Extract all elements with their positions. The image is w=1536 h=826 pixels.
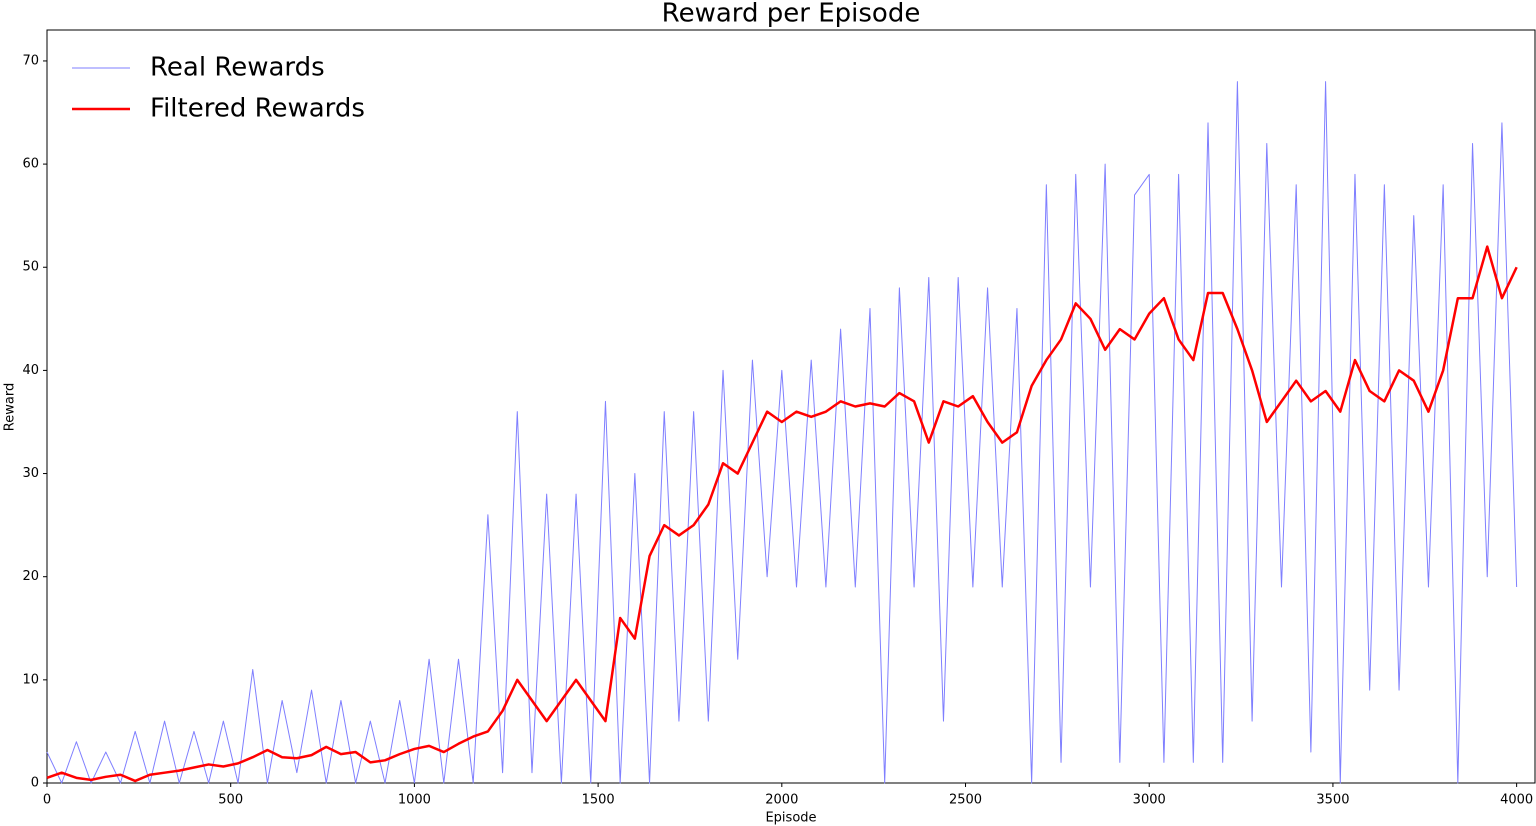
- x-tick-label: 3500: [1316, 793, 1349, 808]
- y-tick-label: 50: [22, 260, 39, 275]
- y-axis-label: Reward: [3, 383, 18, 431]
- plot-frame: [46, 29, 1536, 784]
- y-tick-label: 30: [22, 466, 39, 481]
- legend-label: Filtered Rewards: [150, 94, 365, 124]
- x-tick-label: 4000: [1500, 793, 1533, 808]
- y-tick-label: 60: [22, 157, 39, 172]
- y-tick-label: 10: [22, 672, 39, 687]
- legend-label: Real Rewards: [150, 53, 325, 83]
- y-tick-label: 0: [31, 776, 39, 791]
- y-tick-label: 70: [22, 53, 39, 68]
- x-tick-label: 3000: [1133, 793, 1166, 808]
- x-tick-label: 0: [43, 793, 51, 808]
- chart-title: Reward per Episode: [662, 0, 921, 29]
- data-line: [46, 245, 1518, 783]
- y-tick-label: 40: [22, 363, 39, 378]
- x-tick-label: 2500: [949, 793, 982, 808]
- x-tick-label: 2000: [765, 793, 798, 808]
- x-tick-label: 1000: [398, 793, 431, 808]
- x-axis-label: Episode: [765, 811, 816, 826]
- x-tick-label: 500: [218, 793, 243, 808]
- data-line: [46, 81, 1518, 784]
- x-tick-label: 1500: [582, 793, 615, 808]
- y-tick-label: 20: [22, 569, 39, 584]
